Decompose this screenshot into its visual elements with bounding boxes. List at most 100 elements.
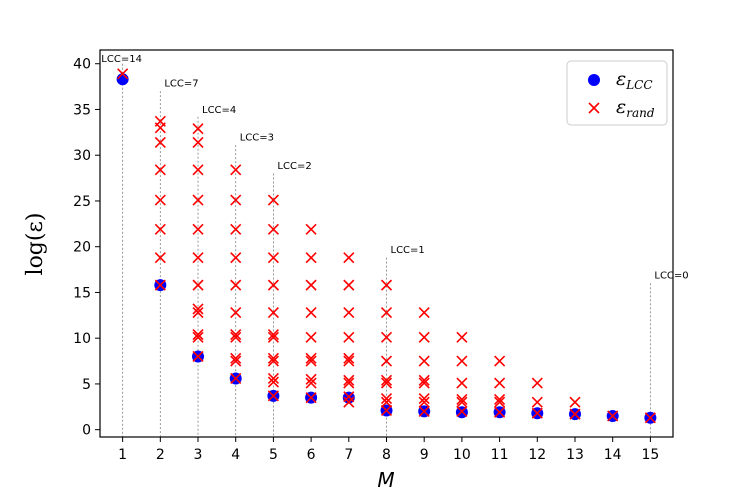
y-tick-label: 20 [73, 240, 91, 256]
rand-point [267, 355, 279, 367]
rand-point [343, 279, 355, 291]
rand-point [456, 405, 468, 417]
rand-point [192, 307, 204, 319]
x-tick-label: 14 [604, 447, 622, 463]
rand-point [154, 194, 166, 206]
x-tick-label: 10 [453, 447, 471, 463]
rand-point [305, 352, 317, 364]
rand-point [230, 279, 242, 291]
rand-point [267, 252, 279, 264]
rand-point [154, 136, 166, 148]
rand-point [230, 223, 242, 235]
rand-point [192, 350, 204, 363]
rand-point [192, 331, 204, 343]
rand-point [192, 194, 204, 206]
rand-point [267, 307, 279, 319]
rand-point [192, 252, 204, 264]
rand-point [267, 390, 279, 402]
legend-marker-rand [588, 102, 600, 114]
rand-point [456, 355, 468, 367]
x-tick-label: 2 [156, 447, 165, 463]
x-tick-label: 1 [118, 447, 127, 463]
lcc-point [116, 73, 129, 86]
rand-point [343, 307, 355, 319]
rand-point [305, 223, 317, 235]
rand-point [230, 355, 242, 367]
rand-point [267, 279, 279, 291]
rand-point [305, 355, 317, 367]
rand-point [380, 396, 393, 408]
rand-point [418, 393, 430, 405]
rand-point [569, 396, 581, 408]
rand-point [494, 355, 506, 367]
rand-point [456, 396, 468, 408]
rand-point [305, 373, 317, 385]
x-tick-label: 15 [641, 447, 659, 463]
legend-label-rand: εrand [616, 96, 655, 120]
y-tick-label: 30 [73, 148, 91, 164]
rand-point [380, 393, 393, 405]
x-tick-label: 3 [194, 447, 203, 463]
annotation-label: LCC=2 [277, 161, 311, 172]
y-tick-label: 5 [82, 377, 91, 393]
annotation-label: LCC=14 [101, 54, 142, 65]
rand-point [230, 252, 242, 264]
rand-point [154, 164, 166, 176]
legend: εLCC εrand [566, 60, 668, 126]
y-tick-label: 35 [73, 102, 91, 118]
rand-point [154, 279, 166, 291]
rand-point [343, 352, 355, 364]
rand-point [456, 331, 468, 343]
rand-point [380, 355, 393, 367]
x-tick-label: 4 [231, 447, 240, 463]
rand-point [267, 328, 279, 341]
x-tick-label: 7 [344, 447, 353, 463]
rand-point [305, 331, 317, 343]
rand-point [569, 408, 581, 420]
rand-point [380, 374, 393, 386]
rand-point [644, 412, 656, 424]
rand-point [531, 377, 543, 389]
annotation-label: LCC=3 [240, 133, 274, 144]
rand-point [343, 355, 355, 367]
x-tick-label: 13 [566, 447, 584, 463]
x-axis-label: M [377, 468, 394, 492]
x-tick-label: 9 [420, 447, 429, 463]
rand-point [380, 331, 393, 343]
rand-point [494, 396, 506, 408]
y-tick-label: 15 [73, 285, 91, 301]
rand-point [192, 223, 204, 235]
rand-point [267, 223, 279, 235]
x-tick-label: 5 [269, 447, 278, 463]
rand-point [192, 123, 204, 135]
rand-point [267, 194, 279, 206]
rand-point [305, 279, 317, 291]
marker-layer [116, 68, 657, 424]
rand-point [418, 355, 430, 367]
rand-point [230, 372, 242, 385]
y-axis-label: log(ε) [23, 213, 48, 276]
rand-point [418, 405, 430, 417]
rand-point [230, 194, 242, 206]
rand-point [418, 377, 430, 389]
annotation-label: LCC=0 [654, 271, 688, 282]
rand-point [380, 279, 393, 291]
rand-point [267, 352, 279, 364]
annotation-label: LCC=1 [391, 245, 425, 256]
rand-point [343, 374, 355, 386]
rand-point [192, 136, 204, 148]
y-tick-label: 25 [73, 194, 91, 210]
rand-point [230, 352, 242, 364]
rand-point [343, 377, 355, 389]
rand-point [456, 393, 468, 406]
rand-point [230, 164, 242, 176]
rand-point [117, 68, 129, 80]
legend-label-lcc: εLCC [616, 68, 653, 92]
rand-point [380, 404, 393, 417]
y-tick-label: 0 [82, 423, 91, 439]
rand-point [380, 377, 393, 389]
rand-point [305, 377, 317, 389]
rand-point [192, 279, 204, 291]
rand-point [230, 307, 242, 319]
